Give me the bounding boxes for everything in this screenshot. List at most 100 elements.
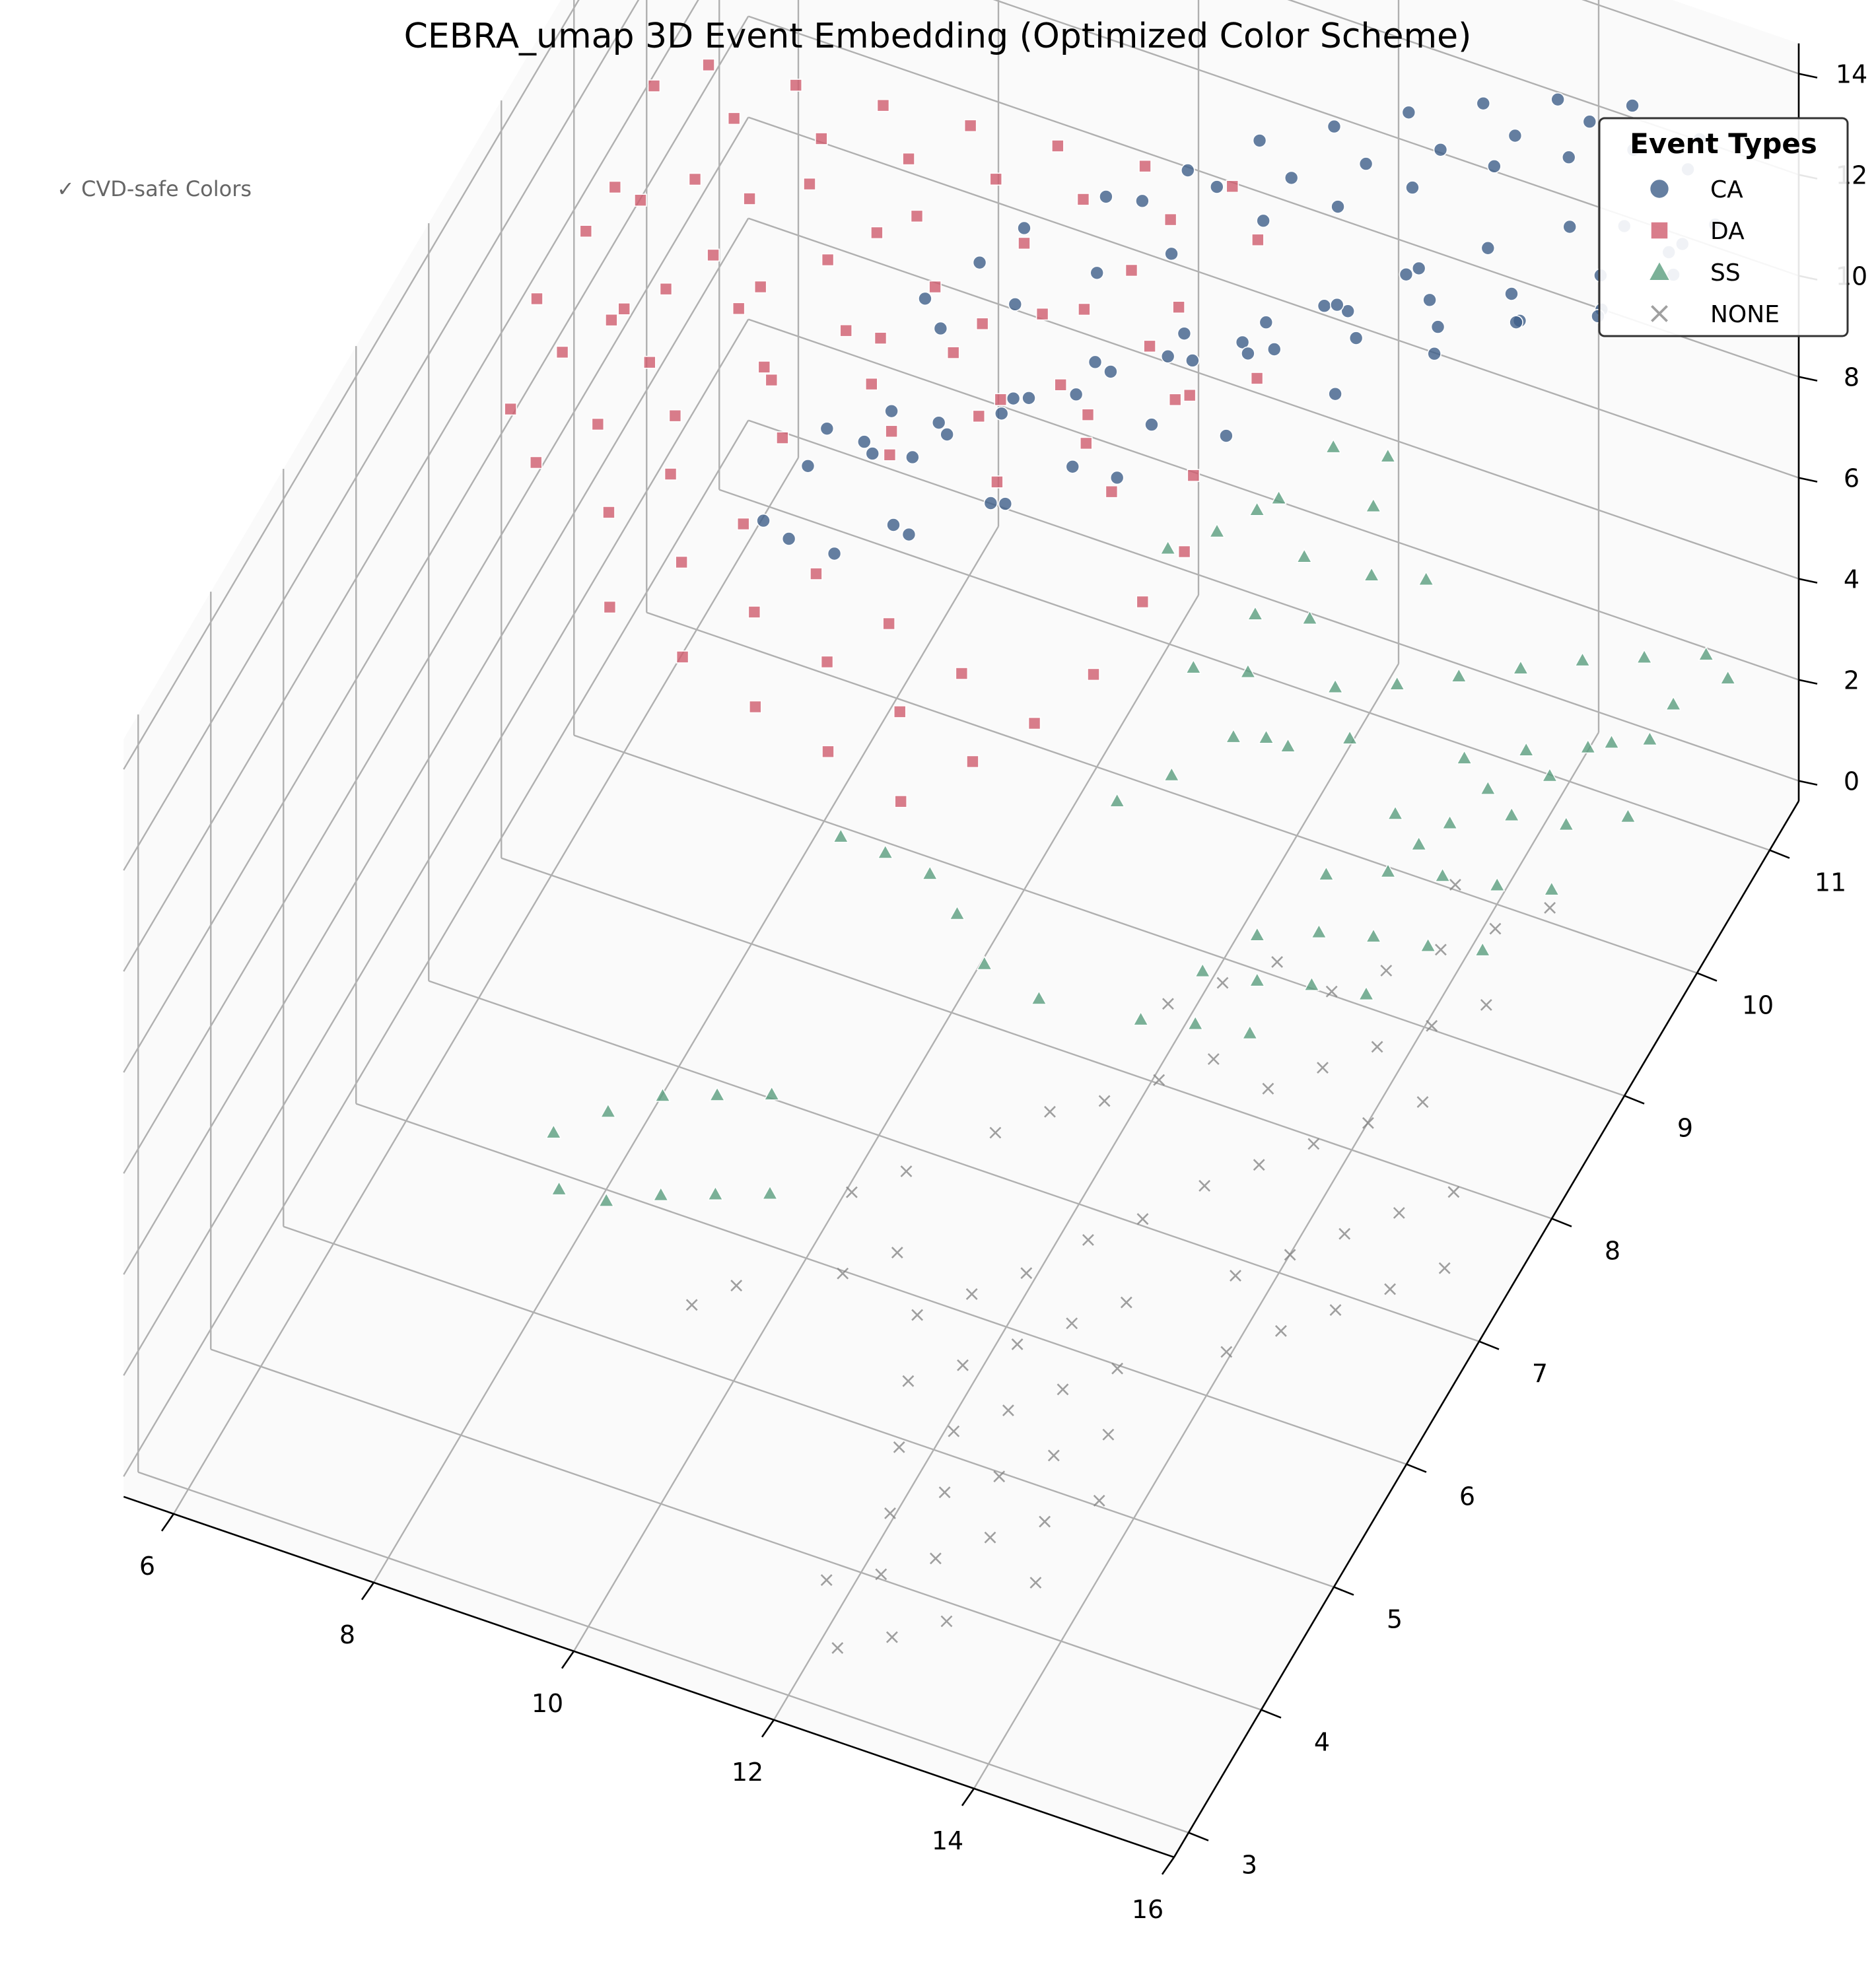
gridline-z [123,0,699,972]
data-point-ca [1284,170,1299,186]
data-point-ca [1022,390,1036,405]
data-point-da [643,355,656,369]
y-tick-label: 8 [1605,1237,1620,1266]
data-point-ca [1256,213,1270,228]
data-point-da [664,467,677,481]
data-point-da [675,555,688,569]
data-point-none [1438,1262,1451,1274]
y-tick [1406,1463,1427,1473]
data-point-none [1047,1449,1060,1462]
data-point-da [659,282,673,296]
data-point-da [1143,339,1156,353]
data-point-ca [905,450,920,465]
data-point-da [617,302,631,316]
data-point-ca [1487,159,1502,174]
legend-item-da: DA [1650,218,1745,245]
data-point-ss [1160,539,1176,555]
data-point-none [1434,944,1447,956]
gridline-y [501,857,1552,1220]
data-point-none [1044,1105,1056,1118]
data-point-da [803,177,816,191]
data-point-ss [1365,497,1381,512]
data-point-da [603,600,617,614]
data-point-ca [1582,114,1597,129]
data-point-ss [1311,924,1327,939]
data-point-ca [1358,156,1373,171]
data-point-da [1187,469,1200,482]
data-point-none [1329,1304,1342,1317]
data-point-ca [1235,335,1250,350]
data-point-ca [1135,193,1150,209]
data-point-ca [1476,96,1491,111]
x-tick [961,1788,975,1806]
z-tick-label: 8 [1844,363,1859,392]
data-point-da [727,112,741,125]
data-point-ca [1210,180,1224,194]
data-point-none [965,1288,978,1300]
data-point-da [707,248,720,262]
gridline-y [137,1471,1189,1834]
data-point-none [1317,1062,1329,1074]
data-point-ss [1258,729,1274,744]
data-point-none [984,1531,996,1544]
data-point-da [1172,300,1185,314]
data-point-ss [652,1187,669,1202]
data-point-none [1262,1082,1274,1095]
data-point-da [591,417,605,431]
data-point-ca [1109,470,1125,485]
data-point-none [1111,1362,1124,1375]
data-point-da [676,650,689,664]
gridline-y [355,1103,1407,1465]
y-tick [1769,849,1790,859]
data-point-ca [1065,459,1080,474]
data-point-none [1371,1041,1383,1053]
data-point-ss [1249,926,1265,942]
data-point-ca [1340,304,1355,319]
data-points [504,58,1736,1654]
gridline-z [123,116,749,1174]
data-point-da [810,567,823,580]
series-none [685,878,1556,1654]
data-point-ca [1088,355,1103,370]
data-point-ss [1296,548,1313,563]
data-point-none [1153,1074,1165,1086]
data-point-da [1027,716,1041,730]
x-tick-label: 14 [932,1826,963,1855]
data-point-ss [761,1185,779,1200]
legend-title: Event Types [1630,127,1817,160]
data-point-ss [1451,668,1467,683]
data-point-ss [1225,728,1242,743]
data-point-ss [1363,567,1380,582]
data-point-da [605,313,618,327]
data-point-ca [1068,387,1084,402]
data-point-none [1338,1227,1351,1240]
gridline-y [210,1348,1262,1711]
data-point-ca [1422,292,1437,308]
data-point-da [555,345,569,359]
gridline-x [172,457,800,1515]
data-point-none [1480,999,1492,1011]
z-tick [1798,73,1818,79]
x-tick [160,1513,175,1532]
data-point-da [910,209,924,223]
data-point-ss [598,1192,615,1207]
data-point-ca [901,527,917,542]
data-point-ca [781,532,796,546]
data-point-ss [1109,792,1125,808]
data-point-ss [1504,806,1520,821]
data-point-da [1078,302,1091,316]
data-point-da [882,617,895,631]
data-point-none [1216,977,1229,989]
data-point-da [1250,372,1264,385]
data-point-ca [1399,267,1414,282]
data-point-da [789,79,803,92]
data-point-ca [884,403,899,419]
data-point-none [891,1247,903,1258]
data-point-ss [1325,438,1342,454]
data-point-none [831,1642,844,1654]
data-point-ss [949,905,965,920]
z-tick-label: 0 [1844,767,1859,796]
data-point-ca [1160,349,1175,364]
axis-panes [123,0,1799,1857]
legend-label-none: NONE [1710,301,1780,328]
